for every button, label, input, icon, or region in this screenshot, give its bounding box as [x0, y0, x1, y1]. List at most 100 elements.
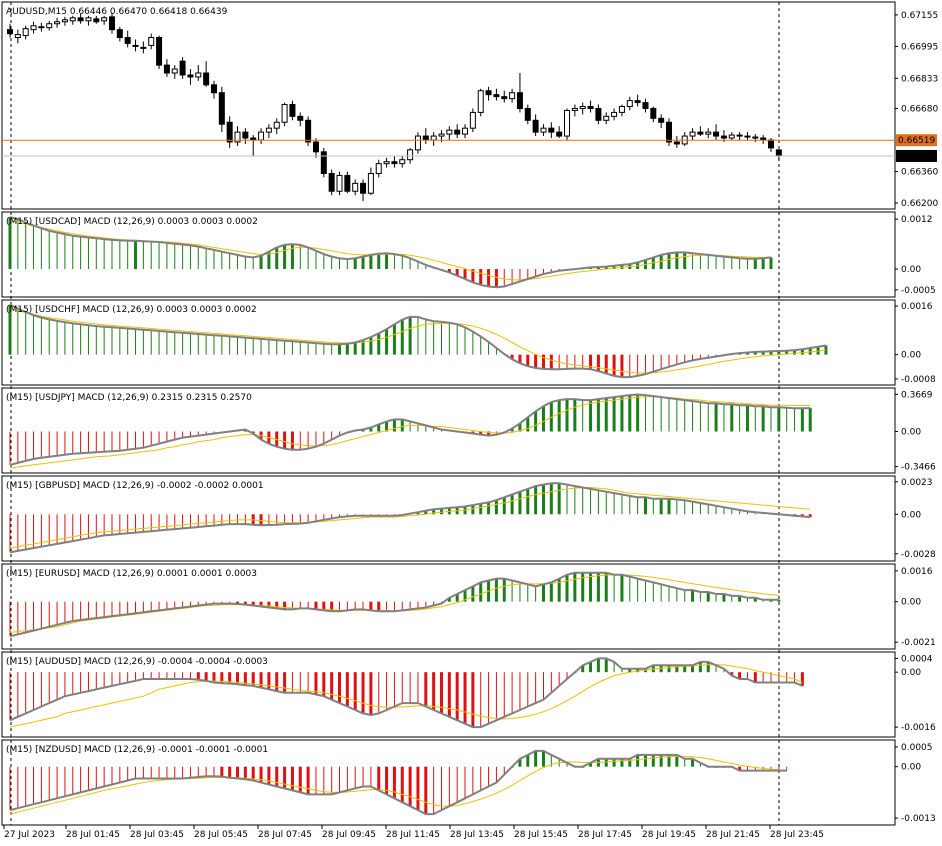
macd-histogram-bar: [290, 244, 294, 270]
candle-body-bull: [579, 106, 586, 109]
macd-histogram-bar: [204, 672, 208, 681]
macd-histogram-bar: [692, 501, 694, 515]
macd-histogram-bar: [33, 672, 35, 710]
macd-histogram-bar: [182, 514, 184, 529]
macd-histogram-bar: [550, 269, 552, 273]
macd-histogram-bar: [87, 237, 89, 270]
macd-histogram-bar: [56, 320, 58, 355]
macd-histogram-bar: [652, 354, 654, 372]
macd-histogram-bar: [479, 582, 483, 602]
macd-histogram-bar: [284, 340, 286, 355]
macd-histogram-bar: [166, 672, 168, 680]
candle: [312, 138, 319, 158]
macd-histogram-bar: [487, 431, 491, 436]
macd-histogram-bar: [401, 672, 403, 704]
macd-histogram-bar: [409, 421, 411, 432]
macd-histogram-bar: [637, 497, 639, 515]
macd-histogram-bar: [9, 431, 11, 465]
candle: [46, 20, 53, 31]
macd-histogram-bar: [386, 672, 388, 710]
candle-body-bear: [320, 151, 327, 175]
macd-tick-label: -0.0005: [901, 286, 936, 296]
macd-line: [9, 216, 772, 289]
macd-histogram-bar: [448, 766, 450, 807]
candle-body-bull: [375, 163, 382, 175]
macd-histogram-bar: [456, 324, 458, 355]
macd-histogram-bar: [299, 244, 301, 270]
macd-histogram-bar: [17, 766, 19, 809]
macd-histogram-bar: [299, 514, 301, 524]
macd-histogram-bar: [676, 588, 678, 602]
bid-price-tag-label: 0.66519: [898, 136, 935, 146]
macd-histogram-bar: [433, 766, 435, 815]
candle-body-bear: [360, 182, 367, 194]
macd-histogram-bar: [433, 601, 435, 606]
macd-histogram-bar: [377, 601, 381, 612]
macd-histogram-bar: [158, 766, 160, 779]
macd-pane-label: (M15) [EURUSD] MACD (12,26,9) 0.0001 0.0…: [6, 569, 257, 579]
current-price-tag-label: 0.66439: [898, 152, 935, 162]
macd-histogram-bar: [676, 399, 678, 432]
macd-histogram-bar: [739, 510, 741, 515]
macd-histogram-bar: [659, 498, 663, 515]
macd-histogram-bar: [510, 354, 514, 360]
macd-pane-1: [8, 216, 773, 289]
macd-histogram-bar: [455, 593, 459, 602]
candle: [69, 15, 76, 25]
candle: [430, 132, 437, 146]
candle-body-bull: [140, 46, 147, 49]
candle-body-bear: [38, 26, 45, 29]
price-tick-label: 0.66680: [901, 104, 938, 114]
macd-histogram-bar: [9, 514, 11, 553]
macd-histogram-bar: [643, 754, 647, 767]
candle: [336, 171, 343, 196]
macd-histogram-bar: [197, 431, 199, 436]
macd-histogram-bar: [127, 672, 129, 683]
macd-histogram-bar: [425, 264, 427, 270]
candle: [210, 80, 217, 99]
candle: [634, 94, 641, 107]
macd-tick-label: 0.00: [901, 763, 921, 773]
macd-histogram-bar: [244, 256, 246, 270]
macd-histogram-bar: [212, 672, 216, 683]
macd-pane-label: (M15) [USDJPY] MACD (12,26,9) 0.2315 0.2…: [6, 393, 252, 403]
candle: [179, 57, 186, 79]
macd-histogram-bar: [166, 431, 168, 442]
macd-histogram-bar: [80, 324, 82, 355]
macd-tick-label: -0.0028: [901, 550, 936, 560]
macd-histogram-bar: [753, 597, 757, 602]
candle-body-bear: [312, 141, 319, 153]
macd-histogram-bar: [439, 672, 443, 714]
macd-histogram-bar: [385, 253, 389, 270]
macd-histogram-bar: [471, 269, 475, 283]
macd-histogram-bar: [778, 672, 780, 683]
macd-histogram-bar: [259, 601, 263, 607]
candle: [626, 96, 633, 111]
macd-histogram-bar: [660, 584, 662, 602]
candle-body-bull: [414, 135, 421, 151]
candle-body-bear: [595, 107, 602, 121]
time-tick-label: 28 Jul 17:45: [578, 830, 632, 840]
macd-histogram-bar: [535, 269, 537, 277]
candle: [171, 65, 178, 79]
macd-histogram-bar: [174, 514, 176, 530]
price-chart-title: AUDUSD,M15 0.66446 0.66470 0.66418 0.664…: [6, 7, 228, 17]
macd-histogram-bar: [604, 398, 608, 432]
candle: [469, 108, 476, 133]
macd-histogram-bar: [64, 322, 66, 355]
macd-histogram-bar: [307, 342, 309, 355]
macd-histogram-bar: [550, 754, 552, 767]
macd-histogram-bar: [754, 406, 756, 432]
candle: [713, 124, 720, 140]
macd-histogram-bar: [620, 574, 624, 602]
macd-histogram-bar: [315, 766, 317, 795]
candle: [360, 179, 367, 202]
macd-histogram-bar: [56, 232, 58, 270]
macd-histogram-bar: [738, 766, 742, 771]
macd-histogram-bar: [472, 331, 474, 355]
candle: [540, 124, 547, 137]
macd-histogram-bar: [385, 766, 389, 795]
macd-histogram-bar: [596, 572, 600, 602]
candle: [61, 16, 68, 26]
